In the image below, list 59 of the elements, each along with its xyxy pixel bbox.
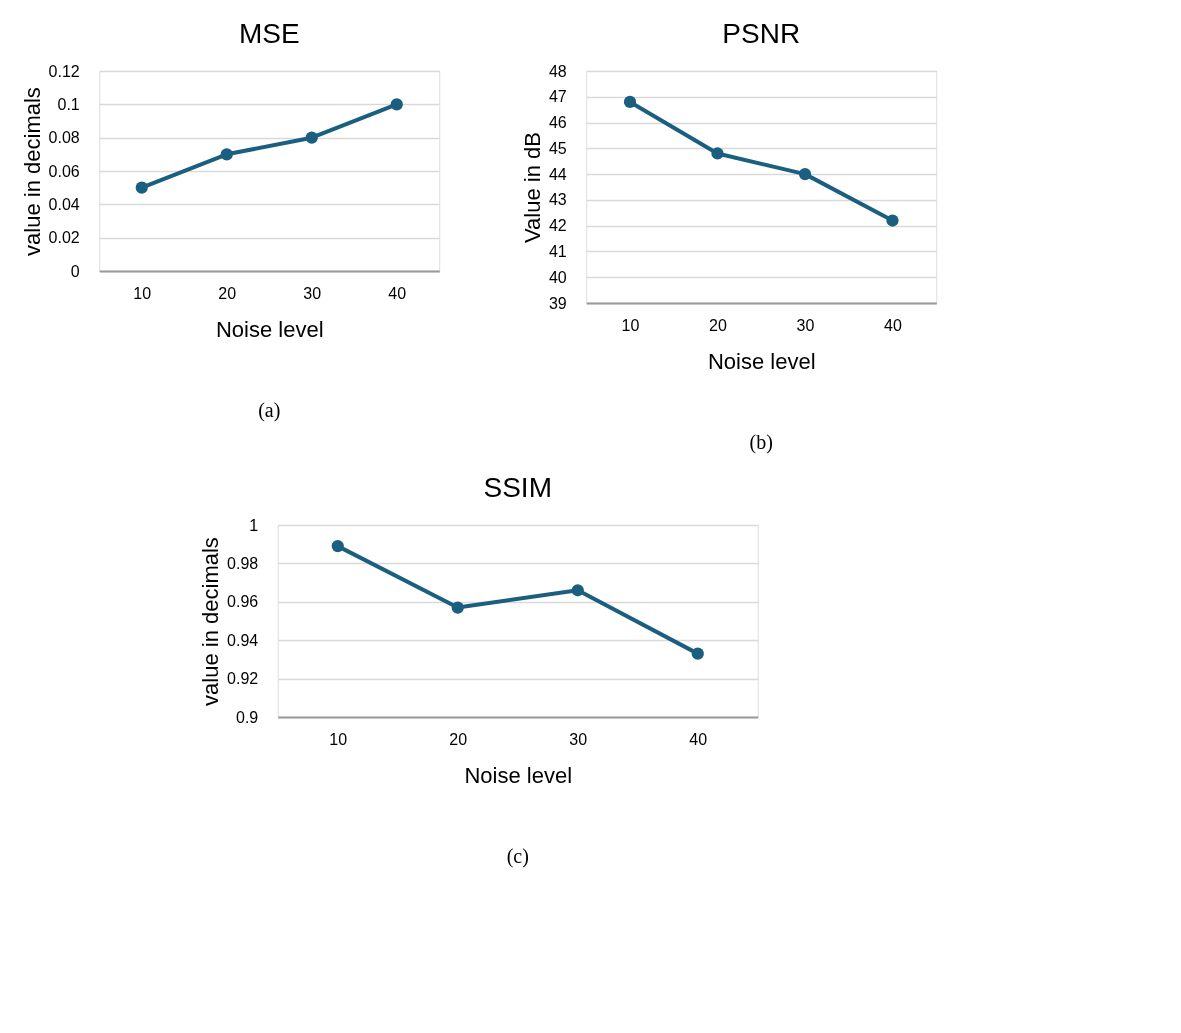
point [331,540,344,553]
chart-title: SSIM [483,472,552,503]
y-tick-label: 0.12 [48,62,80,80]
text: (b) [749,431,773,454]
y-tick-label: 1 [249,516,259,534]
y-tick-label: 0.04 [48,195,80,213]
point [711,147,724,160]
x-tick-label: 40 [689,730,708,748]
y-tick-label: 0 [70,262,80,280]
y-tick-label: 45 [548,139,567,157]
chart-title: PSNR [722,18,801,49]
y-tick-label: 40 [548,268,567,286]
y-tick-label: 48 [548,62,567,80]
y-tick-label: 42 [548,217,567,235]
y-tick-label: 0.1 [57,95,80,113]
x-tick-label: 10 [621,316,640,334]
y-tick-label: 0.08 [48,129,80,147]
point [623,95,637,109]
point [305,131,318,144]
y-tick-label: 0.94 [227,631,259,649]
chart-title: MSE [238,18,300,49]
y-tick-label: 47 [548,88,567,106]
x-tick-label: 30 [303,284,322,302]
x-tick-label: 10 [133,284,152,302]
x-tick-label: 20 [218,284,237,302]
point [798,168,812,181]
x-tick-label: 20 [709,316,727,334]
y-axis-title: value in decimals [19,87,45,256]
y-axis-title: value in decimals [198,537,224,706]
y-tick-label: 43 [548,191,567,209]
x-tick-label: 30 [796,316,815,334]
point [390,98,403,111]
point [691,647,704,660]
y-tick-label: 0.96 [227,593,259,611]
x-axis-title: Noise level [215,316,324,342]
y-tick-label: 0.92 [227,670,259,688]
x-tick-label: 40 [388,284,407,302]
text: (a) [258,399,281,422]
x-tick-label: 10 [329,730,348,748]
point [135,181,148,194]
y-tick-label: 44 [548,165,567,183]
point [451,601,464,614]
y-tick-label: 39 [548,294,567,312]
point [220,148,233,161]
y-tick-label: 0.06 [48,162,80,180]
x-axis-title: Noise level [464,762,573,788]
x-axis-title: Noise level [707,348,816,374]
y-tick-label: 41 [548,242,567,260]
y-tick-label: 0.02 [48,229,80,247]
x-tick-label: 30 [569,730,588,748]
point [571,584,584,597]
y-tick-label: 0.9 [236,708,259,726]
x-tick-label: 20 [449,730,468,748]
y-tick-label: 0.98 [227,554,259,572]
point [886,214,899,227]
text: (c) [506,845,529,868]
y-tick-label: 46 [548,114,567,132]
y-axis-title: Value in dB [519,132,545,243]
x-tick-label: 40 [884,316,902,334]
